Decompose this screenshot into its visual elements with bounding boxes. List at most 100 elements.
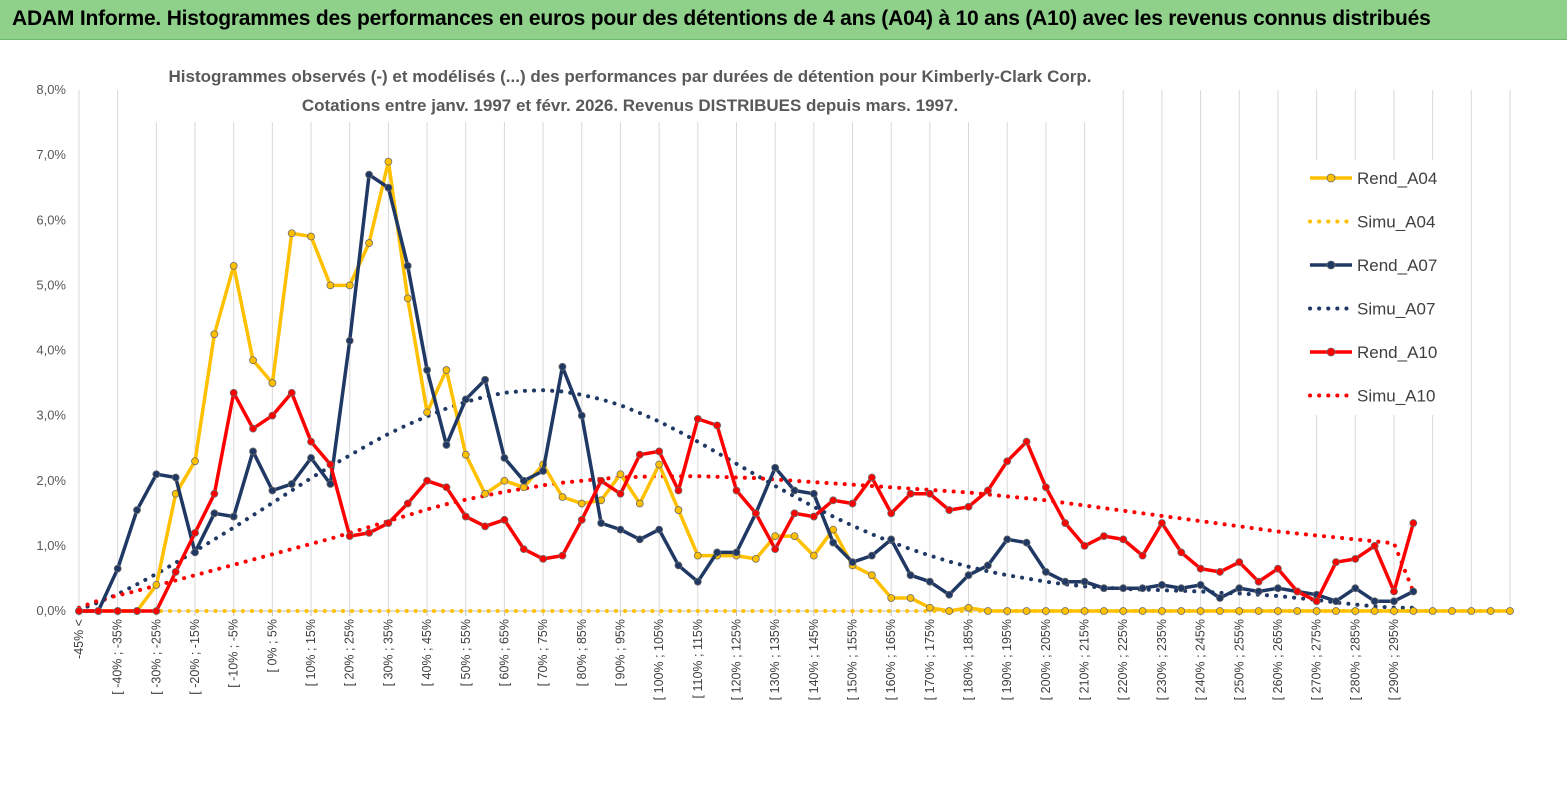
x-tick-label: [ 50% ; 55% (459, 619, 473, 686)
data-point (152, 607, 161, 615)
data-point (925, 603, 934, 612)
x-tick-label: [ 210% ; 215% (1078, 619, 1092, 700)
data-point (1119, 607, 1128, 615)
data-point (94, 607, 103, 615)
x-tick-label: [ -40% ; -35% (111, 619, 125, 695)
data-point (558, 493, 567, 501)
x-tick-label: [ 110% ; 115% (691, 619, 705, 698)
data-point (1254, 577, 1263, 586)
data-point (732, 486, 741, 495)
x-axis: -45% < [ -40% ; -35% [ -30% ; -25% [ -20% ;… (72, 611, 1401, 700)
data-point (751, 555, 760, 563)
data-point (326, 460, 335, 469)
data-point (191, 457, 199, 466)
data-point (558, 362, 567, 371)
x-tick-label: [ 150% ; 155% (846, 619, 860, 700)
data-point (1332, 558, 1340, 567)
series-line (79, 391, 1415, 613)
data-point (809, 512, 818, 521)
data-point (307, 232, 315, 241)
data-point (790, 532, 799, 541)
y-tick-label: 0,0% (36, 603, 66, 618)
data-point (287, 388, 296, 397)
chart-title: Histogrammes observés (-) et modélisés (… (169, 67, 1092, 86)
data-point (1138, 551, 1147, 560)
data-point (519, 483, 528, 492)
data-point (790, 509, 799, 518)
data-point (481, 375, 489, 384)
data-point (249, 424, 257, 433)
x-tick-label: [ 250% ; 255% (1232, 619, 1246, 700)
data-point (519, 545, 528, 554)
data-point (809, 551, 818, 560)
data-point (1293, 587, 1302, 596)
data-point (674, 486, 683, 495)
data-point (925, 489, 934, 498)
data-point (481, 489, 489, 498)
data-point (249, 356, 257, 365)
x-tick-label: [ 230% ; 235% (1155, 619, 1169, 700)
data-point (713, 421, 722, 430)
data-point (925, 577, 934, 586)
data-point (1390, 587, 1398, 596)
legend-item-simu-a10: Simu_A10 (1308, 387, 1435, 406)
data-point (268, 379, 277, 387)
x-tick-label: [ 70% ; 75% (536, 619, 550, 686)
data-point (345, 532, 354, 541)
data-point (1196, 564, 1205, 573)
data-point (867, 551, 876, 560)
data-point (539, 467, 548, 475)
data-point (655, 460, 664, 469)
data-point (210, 509, 219, 518)
data-point (790, 486, 799, 495)
chart-subtitle: Cotations entre janv. 1997 et févr. 2026… (302, 96, 958, 115)
x-tick-label: [ 80% ; 85% (575, 619, 589, 686)
data-point (1351, 607, 1360, 615)
data-point (1041, 568, 1050, 576)
data-point (1100, 607, 1108, 615)
data-point (1041, 607, 1050, 615)
data-point (1158, 607, 1166, 615)
x-tick-label: [ -30% ; -25% (149, 619, 163, 695)
legend-label: Simu_A07 (1357, 300, 1435, 319)
series-rend-a10 (75, 388, 1418, 615)
data-point (597, 519, 606, 527)
x-tick-label: [ 270% ; 275% (1310, 619, 1324, 700)
x-tick-label: [ -20% ; -15% (188, 619, 202, 695)
data-point (1216, 568, 1224, 576)
data-point (1177, 584, 1186, 593)
series-line (79, 159, 1510, 613)
data-point (906, 571, 915, 580)
data-point (1177, 607, 1186, 615)
data-point (461, 395, 470, 404)
data-point (1080, 541, 1089, 550)
data-point (1409, 587, 1418, 596)
data-point (635, 499, 644, 508)
data-point (616, 525, 625, 534)
data-point (268, 486, 277, 495)
y-axis: 0,0% 1,0% 2,0% 3,0% 4,0% 5,0% 6,0% 7,0% 8,0% (36, 82, 66, 618)
data-point (229, 388, 238, 397)
data-point (191, 548, 199, 557)
data-point (1080, 577, 1089, 586)
data-point (577, 515, 586, 524)
data-point (1428, 607, 1437, 615)
legend-item-simu-a04: Simu_A04 (1308, 213, 1435, 232)
data-point (152, 581, 161, 589)
data-point (345, 281, 354, 290)
data-point (113, 564, 122, 573)
data-point (1274, 564, 1282, 573)
data-point (1254, 587, 1263, 596)
data-point (1409, 519, 1418, 527)
y-tick-label: 7,0% (36, 147, 66, 162)
data-point (345, 336, 354, 345)
data-point (771, 545, 780, 554)
legend: Rend_A04 Simu_A04 Rend_A07 Simu_A07 Rend_A10… (1308, 169, 1437, 406)
data-point (713, 548, 722, 557)
legend-marker (1326, 260, 1336, 270)
data-point (1158, 519, 1166, 527)
data-point (519, 476, 528, 485)
data-point (1254, 607, 1263, 615)
data-point (461, 512, 470, 521)
data-point (1312, 597, 1321, 606)
